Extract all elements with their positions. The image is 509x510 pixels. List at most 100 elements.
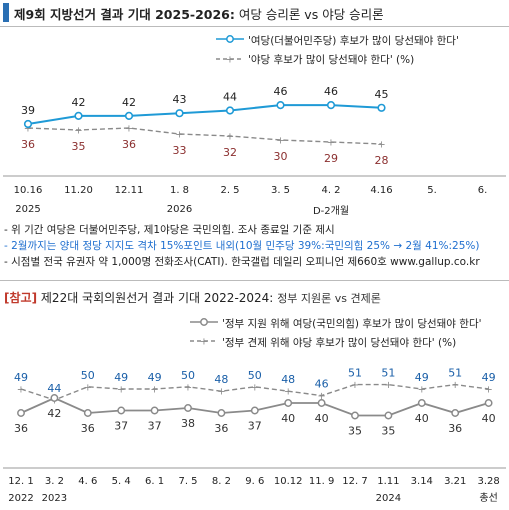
chart2-x-tick-label: 3.14 (411, 476, 433, 487)
chart2-series2-point: + (150, 385, 158, 396)
chart2-x-tick-label: 8. 2 (212, 476, 231, 487)
chart2-series1-data-label: 40 (315, 412, 329, 425)
section-divider (0, 280, 509, 281)
chart2-legend-series2: '정부 견제 위해 야당 후보가 많이 당선돼야 한다' (%) (222, 335, 456, 350)
chart2-series2-point: + (17, 385, 25, 396)
chart1-year-label: 2025 (15, 204, 40, 215)
chart2-x-tick-label: 4. 6 (78, 476, 97, 487)
chart1-series1-data-label: 42 (122, 96, 136, 109)
chart2-series2-data-label: 49 (148, 371, 162, 384)
header-accent-bar (3, 3, 9, 22)
chart2-series1-point (17, 409, 25, 417)
chart2-x-tick-label: 10.12 (274, 476, 303, 487)
chart2-series1-point (451, 409, 460, 417)
chart1-x-tick-label: 5. (427, 185, 437, 196)
chart1-series1-point (124, 111, 134, 120)
chart2-series1-data-label: 40 (281, 412, 295, 425)
chart1-x-tick-label: 12.11 (115, 185, 144, 196)
section2-subtitle: 정부 지원론 vs 견제론 (277, 292, 381, 305)
chart1-annotation: D-2개월 (313, 205, 349, 217)
chart2-series1-data-label: 36 (448, 422, 462, 435)
chart2-series2-data-label: 46 (315, 378, 329, 391)
chart2-series1-data-label: 37 (248, 420, 262, 433)
chart1-x-tick-label: 1. 8 (170, 185, 189, 196)
chart2-series2-data-label: 49 (415, 371, 429, 384)
chart1-series1-data-label: 46 (324, 85, 338, 98)
chart1-x-tick-label: 2. 5 (220, 185, 239, 196)
chart2-x-tick-label: 5. 4 (112, 476, 131, 487)
chart1-series1-data-label: 39 (21, 104, 35, 117)
chart2-series2-data-label: 50 (81, 369, 95, 382)
chart1-legend-series2: '야당 후보가 많이 당선돼야 한다' (%) (248, 52, 414, 67)
chart1-series2-point: + (377, 140, 385, 151)
chart1-series2-data-label: 30 (274, 150, 288, 163)
chart2-x-tick-label: 3. 2 (45, 476, 64, 487)
chart2-series2-point: + (418, 385, 426, 396)
chart1-series1-point (225, 106, 235, 115)
chart2-series1-point (284, 399, 293, 407)
chart2-series2-point: + (184, 382, 192, 393)
chart2-x-tick-label: 7. 5 (178, 476, 197, 487)
chart1-series1-point (175, 109, 184, 118)
chart1-series1-data-label: 43 (173, 93, 187, 106)
chart1-series2-point: + (24, 124, 32, 135)
chart2-series2-point: + (317, 391, 325, 402)
note-line-2: - 2월까지는 양대 정당 지지도 격차 15%포인트 내외(10월 민주당 3… (4, 240, 480, 252)
chart2-series2-data-label: 49 (114, 371, 128, 384)
chart2-series1-point (217, 409, 226, 417)
chart2-series1-data-label: 37 (148, 420, 162, 433)
chart1-series2-data-label: 29 (324, 152, 338, 165)
chart2-series1-data-label: 40 (482, 412, 496, 425)
chart2-year-label: 2022 (8, 493, 33, 504)
chart2-series2-point: + (484, 385, 492, 396)
chart1-series1-point (326, 100, 336, 110)
chart1-series2-data-label: 35 (72, 140, 86, 153)
chart1-x-tick-label: 11.20 (64, 185, 93, 196)
chart2-series1-data-label: 40 (415, 412, 429, 425)
note-line-3: - 시점별 전국 유권자 약 1,000명 전화조사(CATI). 한국갤럽 데… (4, 256, 480, 268)
notes: - 위 기간 여당은 더불어민주당, 제1야당은 국민의힘. 조사 종료일 기준… (4, 222, 480, 270)
chart2-series1-point (117, 406, 126, 415)
section2-title: 제22대 국회의원선거 결과 기대 2022-2024: (40, 291, 274, 305)
chart2-series2-data-label: 51 (448, 367, 462, 380)
chart2-series1-data-label: 35 (348, 425, 362, 438)
chart2-series1-data-label: 35 (381, 425, 395, 438)
chart1-series2-point: + (276, 136, 284, 147)
chart1-legend-series1: '여당(더불어민주당) 후보가 많이 당선돼야 한다' (248, 33, 459, 48)
chart2-x-tick-label: 3.28 (477, 476, 499, 487)
chart1-series2-point: + (327, 138, 335, 149)
chart1-series2-point: + (125, 124, 133, 135)
chart2-series2-point: + (384, 380, 392, 391)
chart2-series2-data-label: 51 (348, 367, 362, 380)
chart2-series2-point: + (251, 382, 259, 393)
chart2-series2-data-label: 50 (248, 369, 262, 382)
section2-tag: [참고] (4, 291, 38, 305)
chart2-legend-series2-label: '정부 견제 위해 야당 후보가 많이 당선돼야 한다' (%) (222, 337, 457, 349)
chart2-series1-data-label: 37 (114, 420, 128, 433)
chart2-x-tick-label: 12. 7 (342, 476, 367, 487)
page-subtitle: 여당 승리론 vs 야당 승리론 (238, 7, 384, 22)
chart1-series2-point: + (175, 130, 183, 141)
chart1-series1-line (27, 104, 382, 125)
chart2-series2-data-label: 48 (281, 373, 295, 386)
header: 제9회 지방선거 결과 기대 2025-2026: 여당 승리론 vs 야당 승… (0, 0, 509, 26)
chart2-year-label: 2024 (376, 493, 401, 504)
chart2-series1-point (484, 399, 493, 407)
chart1-legend-series1-label: '여당(더불어민주당) 후보가 많이 당선돼야 한다' (248, 35, 459, 47)
chart1-series2-data-label: 36 (21, 138, 35, 151)
chart1-x-tick-label: 4. 2 (321, 185, 340, 196)
chart1-series1-data-label: 42 (72, 96, 86, 109)
chart2-series1-data-label: 36 (81, 422, 95, 435)
chart1-series1-point (23, 119, 33, 129)
chart1-x-tick-label: 10.16 (14, 185, 43, 196)
chart2-series2-data-label: 49 (14, 371, 28, 384)
chart1-series2-point: + (226, 132, 234, 143)
chart2-series1-point (384, 411, 393, 420)
chart1-series1-data-label: 45 (375, 88, 389, 101)
chart2-series2-data-label: 51 (381, 367, 395, 380)
chart2-series1-data-label: 38 (181, 417, 195, 430)
chart2-x-tick-label: 3.21 (444, 476, 466, 487)
chart1-x-tick-label: 4.16 (370, 185, 392, 196)
chart1-series1-point (377, 103, 386, 112)
chart1-series1-data-label: 46 (274, 85, 288, 98)
